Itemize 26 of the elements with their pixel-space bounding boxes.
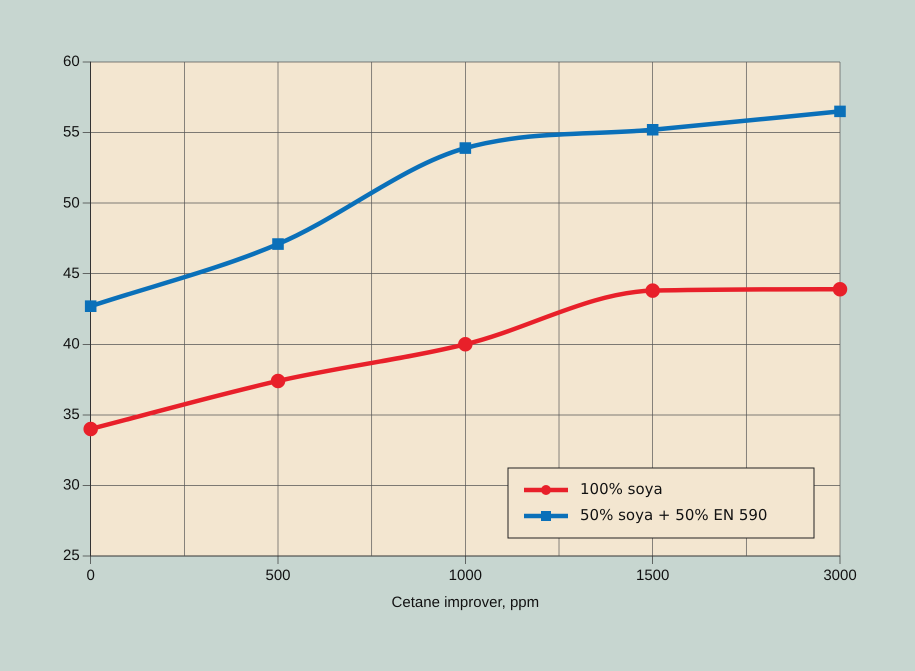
legend-label: 100% soya	[580, 480, 663, 498]
point	[645, 283, 660, 298]
point	[460, 142, 472, 154]
y-tick-label: 45	[62, 264, 80, 282]
y-tick-label: 30	[62, 476, 80, 494]
point	[83, 422, 98, 436]
x-tick-label: 1000	[448, 567, 482, 584]
y-tick-label: 40	[62, 335, 80, 352]
y-tick-label: 60	[62, 53, 80, 70]
y-tick-label: 35	[62, 406, 80, 423]
point	[272, 238, 284, 250]
x-tick-label: 3000	[823, 567, 857, 584]
x-tick-label: 1500	[636, 567, 670, 584]
y-tick-label: 25	[62, 547, 80, 564]
legend-label: 50% soya + 50% EN 590	[580, 506, 768, 524]
x-tick-label: 0	[86, 567, 95, 584]
y-tick-label: 50	[62, 194, 80, 212]
point	[834, 106, 846, 118]
point	[84, 300, 96, 312]
x-axis-title: Cetane improver, ppm	[392, 594, 540, 612]
x-tick-label: 500	[266, 567, 291, 584]
point	[458, 337, 473, 352]
point	[832, 282, 848, 296]
y-tick-label: 55	[62, 124, 80, 141]
point	[646, 124, 658, 136]
point	[270, 374, 286, 388]
